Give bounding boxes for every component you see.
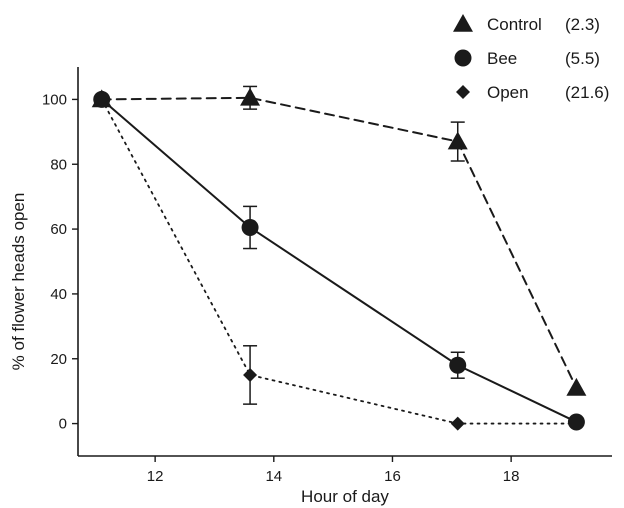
legend-value: (2.3) — [565, 15, 600, 34]
y-ticks: 0 20 40 60 80 100 — [42, 91, 78, 433]
y-tick-label: 40 — [50, 286, 67, 303]
series-open — [94, 92, 584, 431]
diamond-marker — [456, 85, 470, 99]
circle-marker — [454, 49, 472, 67]
y-tick-label: 100 — [42, 91, 67, 108]
series-line — [100, 98, 578, 423]
x-tick-label: 12 — [147, 468, 164, 485]
legend-value: (5.5) — [565, 49, 600, 68]
series-line — [100, 96, 578, 389]
diamond-marker — [569, 416, 584, 431]
legend-label: Bee — [487, 49, 517, 68]
circle-marker — [241, 218, 259, 236]
y-axis-title: % of flower heads open — [9, 193, 28, 371]
circle-marker — [449, 356, 467, 374]
series-bee — [93, 90, 585, 431]
x-tick-label: 16 — [384, 468, 401, 485]
triangle-marker — [453, 14, 473, 32]
legend-label: Open — [487, 83, 529, 102]
triangle-marker — [566, 377, 587, 396]
y-tick-label: 80 — [50, 156, 67, 173]
diamond-marker — [243, 367, 258, 382]
series-line — [100, 98, 578, 425]
triangle-marker — [447, 131, 468, 150]
y-tick-label: 20 — [50, 351, 67, 368]
x-axis-title: Hour of day — [301, 487, 389, 506]
axes: 12 14 16 18 0 20 40 60 80 100 — [42, 67, 612, 485]
triangle-marker — [240, 87, 261, 106]
series-control — [91, 85, 587, 396]
x-ticks: 12 14 16 18 — [147, 456, 520, 485]
diamond-marker — [94, 92, 109, 107]
plot-area — [91, 85, 587, 431]
legend-value: (21.6) — [565, 83, 609, 102]
x-tick-label: 14 — [265, 468, 282, 485]
legend: Control (2.3) Bee (5.5) Open (21.6) — [453, 14, 609, 102]
y-tick-label: 60 — [50, 221, 67, 238]
y-tick-label: 0 — [59, 416, 67, 433]
legend-label: Control — [487, 15, 542, 34]
x-tick-label: 18 — [503, 468, 520, 485]
diamond-marker — [450, 416, 465, 431]
